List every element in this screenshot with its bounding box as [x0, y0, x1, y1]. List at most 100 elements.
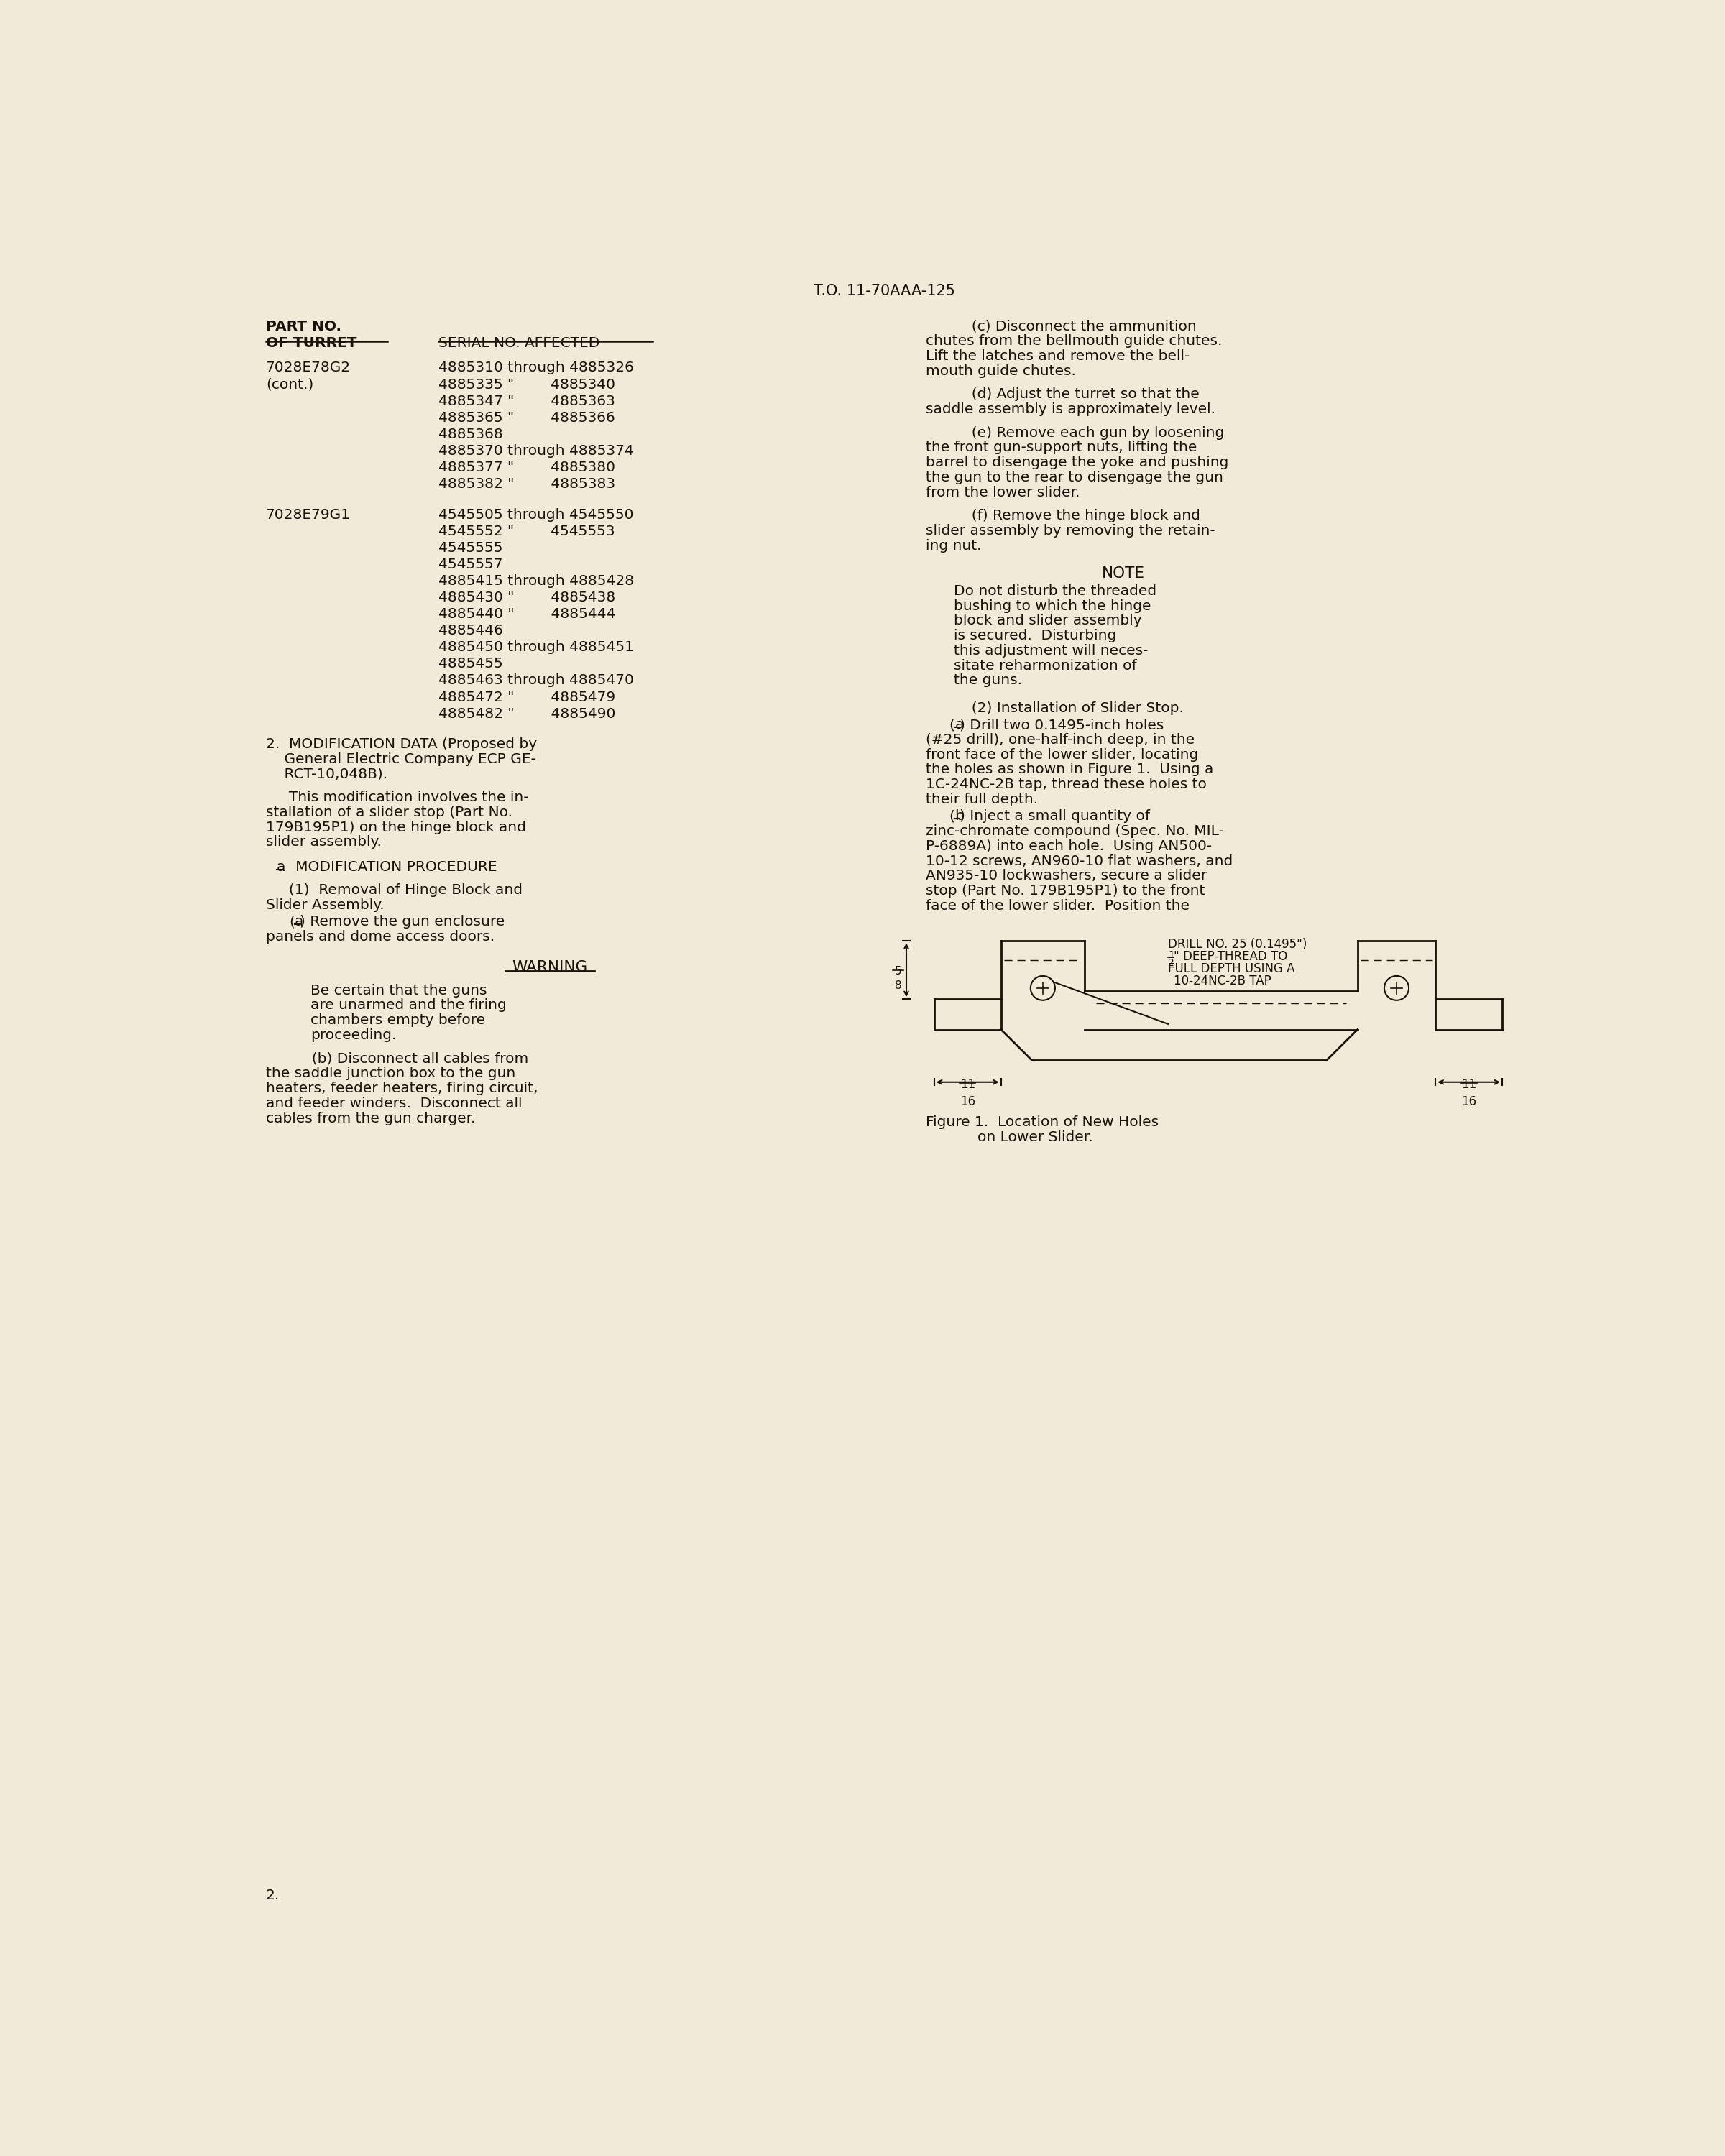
- Text: stallation of a slider stop (Part No.: stallation of a slider stop (Part No.: [266, 806, 512, 819]
- Text: (2) Installation of Slider Stop.: (2) Installation of Slider Stop.: [926, 701, 1183, 716]
- Text: 4885450 through 4885451: 4885450 through 4885451: [438, 640, 635, 653]
- Text: cables from the gun charger.: cables from the gun charger.: [266, 1112, 476, 1125]
- Text: (: (: [949, 718, 956, 731]
- Text: their full depth.: their full depth.: [926, 793, 1038, 806]
- Text: stop (Part No. 179B195P1) to the front: stop (Part No. 179B195P1) to the front: [926, 884, 1206, 897]
- Text: 7028E78G2: 7028E78G2: [266, 360, 350, 375]
- Text: 11: 11: [961, 1078, 975, 1091]
- Text: (: (: [949, 808, 956, 824]
- Text: the guns.: the guns.: [954, 673, 1021, 688]
- Text: PART NO.: PART NO.: [266, 319, 342, 334]
- Text: ing nut.: ing nut.: [926, 539, 982, 552]
- Text: (: (: [290, 914, 295, 929]
- Text: chutes from the bellmouth guide chutes.: chutes from the bellmouth guide chutes.: [926, 334, 1223, 347]
- Text: 4545557: 4545557: [438, 558, 502, 571]
- Text: Be certain that the guns: Be certain that the guns: [310, 983, 486, 998]
- Text: a: a: [956, 718, 964, 731]
- Text: OF TURRET: OF TURRET: [266, 336, 357, 349]
- Text: 4885446: 4885446: [438, 623, 504, 638]
- Text: Do not disturb the threaded: Do not disturb the threaded: [954, 584, 1156, 597]
- Text: FULL DEPTH USING A: FULL DEPTH USING A: [1168, 962, 1295, 975]
- Text: 4885368: 4885368: [438, 427, 504, 442]
- Text: Lift the latches and remove the bell-: Lift the latches and remove the bell-: [926, 349, 1190, 362]
- Text: 4885430 "        4885438: 4885430 " 4885438: [438, 591, 616, 604]
- Text: 4885472 "        4885479: 4885472 " 4885479: [438, 690, 616, 705]
- Text: slider assembly.: slider assembly.: [266, 834, 381, 849]
- Text: 4885455: 4885455: [438, 658, 504, 671]
- Text: 4885382 "        4885383: 4885382 " 4885383: [438, 476, 616, 492]
- Text: 11: 11: [1461, 1078, 1477, 1091]
- Text: 4885415 through 4885428: 4885415 through 4885428: [438, 573, 635, 589]
- Text: 4885440 "        4885444: 4885440 " 4885444: [438, 608, 616, 621]
- Text: 10-24NC-2B TAP: 10-24NC-2B TAP: [1173, 975, 1271, 987]
- Text: front face of the lower slider, locating: front face of the lower slider, locating: [926, 748, 1199, 761]
- Text: from the lower slider.: from the lower slider.: [926, 485, 1080, 500]
- Text: 179B195P1) on the hinge block and: 179B195P1) on the hinge block and: [266, 821, 526, 834]
- Text: ) Drill two 0.1495-inch holes: ) Drill two 0.1495-inch holes: [959, 718, 1164, 731]
- Text: proceeding.: proceeding.: [310, 1028, 397, 1041]
- Text: block and slider assembly: block and slider assembly: [954, 614, 1142, 627]
- Text: (e) Remove each gun by loosening: (e) Remove each gun by loosening: [926, 427, 1225, 440]
- Text: (f) Remove the hinge block and: (f) Remove the hinge block and: [926, 509, 1201, 522]
- Text: 4885347 "        4885363: 4885347 " 4885363: [438, 395, 616, 407]
- Text: NOTE: NOTE: [1102, 567, 1145, 580]
- Text: " DEEP-THREAD TO: " DEEP-THREAD TO: [1173, 951, 1287, 964]
- Text: ) Inject a small quantity of: ) Inject a small quantity of: [959, 808, 1151, 824]
- Text: 4545505 through 4545550: 4545505 through 4545550: [438, 509, 633, 522]
- Text: 16: 16: [1461, 1095, 1477, 1108]
- Text: the saddle junction box to the gun: the saddle junction box to the gun: [266, 1067, 516, 1080]
- Text: heaters, feeder heaters, firing circuit,: heaters, feeder heaters, firing circuit,: [266, 1082, 538, 1095]
- Text: 4885377 "        4885380: 4885377 " 4885380: [438, 461, 616, 474]
- Text: 4885310 through 4885326: 4885310 through 4885326: [438, 360, 633, 375]
- Text: (#25 drill), one-half-inch deep, in the: (#25 drill), one-half-inch deep, in the: [926, 733, 1195, 746]
- Text: Figure 1.  Location of New Holes: Figure 1. Location of New Holes: [926, 1115, 1159, 1130]
- Text: a: a: [295, 914, 304, 929]
- Text: saddle assembly is approximately level.: saddle assembly is approximately level.: [926, 403, 1216, 416]
- Text: 16: 16: [961, 1095, 975, 1108]
- Text: 10-12 screws, AN960-10 flat washers, and: 10-12 screws, AN960-10 flat washers, and: [926, 854, 1233, 869]
- Text: 4885463 through 4885470: 4885463 through 4885470: [438, 673, 633, 688]
- Text: RCT-10,048B).: RCT-10,048B).: [266, 768, 388, 780]
- Text: Slider Assembly.: Slider Assembly.: [266, 899, 385, 912]
- Text: on Lower Slider.: on Lower Slider.: [978, 1130, 1094, 1145]
- Text: T.O. 11-70AAA-125: T.O. 11-70AAA-125: [812, 285, 956, 298]
- Text: mouth guide chutes.: mouth guide chutes.: [926, 364, 1076, 377]
- Text: this adjustment will neces-: this adjustment will neces-: [954, 645, 1149, 658]
- Text: a: a: [278, 860, 286, 873]
- Text: the front gun-support nuts, lifting the: the front gun-support nuts, lifting the: [926, 440, 1197, 455]
- Text: This modification involves the in-: This modification involves the in-: [266, 791, 528, 804]
- Text: chambers empty before: chambers empty before: [310, 1013, 485, 1026]
- Text: 1: 1: [1168, 951, 1175, 959]
- Text: 4545555: 4545555: [438, 541, 502, 554]
- Text: WARNING: WARNING: [512, 959, 588, 975]
- Text: AN935-10 lockwashers, secure a slider: AN935-10 lockwashers, secure a slider: [926, 869, 1208, 882]
- Text: 8: 8: [895, 981, 902, 992]
- Text: slider assembly by removing the retain-: slider assembly by removing the retain-: [926, 524, 1214, 537]
- Text: 4545552 "        4545553: 4545552 " 4545553: [438, 524, 616, 539]
- Text: sitate reharmonization of: sitate reharmonization of: [954, 660, 1137, 673]
- Text: (1)  Removal of Hinge Block and: (1) Removal of Hinge Block and: [266, 884, 523, 897]
- Text: 1C-24NC-2B tap, thread these holes to: 1C-24NC-2B tap, thread these holes to: [926, 778, 1208, 791]
- Text: DRILL NO. 25 (0.1495"): DRILL NO. 25 (0.1495"): [1168, 938, 1308, 951]
- Text: .  MODIFICATION PROCEDURE: . MODIFICATION PROCEDURE: [281, 860, 497, 873]
- Text: zinc-chromate compound (Spec. No. MIL-: zinc-chromate compound (Spec. No. MIL-: [926, 824, 1225, 839]
- Text: P-6889A) into each hole.  Using AN500-: P-6889A) into each hole. Using AN500-: [926, 839, 1213, 854]
- Text: bushing to which the hinge: bushing to which the hinge: [954, 599, 1151, 612]
- Text: 5: 5: [895, 966, 902, 977]
- Text: the gun to the rear to disengage the gun: the gun to the rear to disengage the gun: [926, 470, 1223, 485]
- Text: ) Remove the gun enclosure: ) Remove the gun enclosure: [300, 914, 505, 929]
- Text: are unarmed and the firing: are unarmed and the firing: [310, 998, 507, 1011]
- Text: (cont.): (cont.): [266, 377, 314, 392]
- Text: panels and dome access doors.: panels and dome access doors.: [266, 929, 495, 944]
- Text: is secured.  Disturbing: is secured. Disturbing: [954, 630, 1116, 642]
- Text: and feeder winders.  Disconnect all: and feeder winders. Disconnect all: [266, 1097, 523, 1110]
- Text: 4885482 "        4885490: 4885482 " 4885490: [438, 707, 616, 720]
- Text: (b) Disconnect all cables from: (b) Disconnect all cables from: [266, 1052, 528, 1065]
- Text: the holes as shown in Figure 1.  Using a: the holes as shown in Figure 1. Using a: [926, 763, 1214, 776]
- Text: barrel to disengage the yoke and pushing: barrel to disengage the yoke and pushing: [926, 455, 1228, 470]
- Text: face of the lower slider.  Position the: face of the lower slider. Position the: [926, 899, 1190, 912]
- Text: 2.: 2.: [266, 1889, 279, 1902]
- Text: 4885365 "        4885366: 4885365 " 4885366: [438, 412, 616, 425]
- Text: 2: 2: [1168, 957, 1175, 968]
- Text: General Electric Company ECP GE-: General Electric Company ECP GE-: [266, 752, 536, 765]
